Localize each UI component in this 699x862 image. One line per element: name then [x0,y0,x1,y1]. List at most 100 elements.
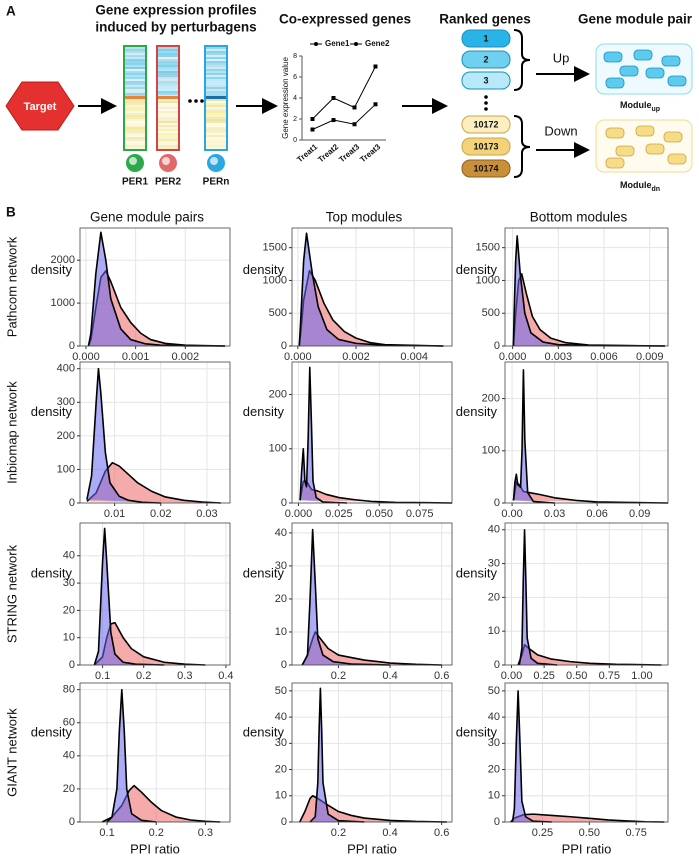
x-tick-label: 0.03 [544,508,565,520]
dot [484,101,488,105]
point [373,102,378,107]
point [352,122,357,127]
point [373,64,378,69]
density-area [93,527,165,666]
heat-stripe [205,63,227,65]
heat-stripe [157,107,179,109]
y-tick-label: 10 [488,625,500,637]
density-area [518,528,558,666]
y-tick-label: 100 [57,463,75,475]
heat-stripe [157,59,179,61]
density-area [87,231,226,347]
density-area [301,528,391,666]
heat-stripe [157,123,179,125]
heat-stripe [157,125,179,127]
density-area [299,794,447,823]
y-tick-label: 300 [57,396,75,408]
rank-label: 10173 [473,141,498,151]
heat-stripe [157,105,179,107]
plot-border [504,361,669,504]
plot-border [291,361,453,504]
series-line [312,103,376,130]
per-icon-shine [129,157,137,165]
heat-stripe [205,83,227,85]
plot-border [504,682,669,823]
y-tick-label: 400 [57,363,75,375]
plot-border [79,522,231,666]
heat-stripe [124,81,146,83]
x-tick-label: 0.00 [501,670,522,682]
density-area [298,232,444,347]
heat-stripe [124,55,146,57]
dot [484,107,488,111]
heat-stripe [157,133,179,135]
heat-stripe [124,139,146,141]
rank-pill [461,159,511,178]
heat-stripe [205,105,227,107]
heat-stripe [205,65,227,67]
heat-stripe [205,69,227,71]
y-axis-label: density [456,262,498,277]
row-label: GIANT network [4,708,19,797]
heat-stripe [157,129,179,131]
x-tick-label: 0.01 [104,508,125,520]
y-tick-label: 1000 [476,274,500,286]
heat-stripe [205,119,227,121]
y-tick-label: 20 [488,591,500,603]
y-tick-label: 20 [275,593,287,605]
heat-frame [156,45,180,151]
panel-label: A [6,4,16,19]
heat-stripe [157,115,179,117]
y-tick-label: 100 [269,443,287,455]
rank-label: 1 [483,33,488,43]
y-tick-label: 10 [275,626,287,638]
heat-stripe [124,145,146,147]
point [310,117,315,121]
heat-stripe [124,123,146,125]
density-area [299,366,347,504]
heat-stripe [205,137,227,139]
y-tick-label: 40 [275,527,287,539]
y-axis-label: density [243,724,285,739]
x-axis-label: PPI ratio [562,841,612,856]
x-tick-label: 0.050 [366,508,394,520]
heat-stripe [157,139,179,141]
heat-stripe [124,65,146,67]
plot-background [292,362,452,503]
direction-label: Down [544,123,577,138]
y-tick-label: 40 [275,711,287,723]
y-tick-label: 0 [281,497,287,509]
density-area [309,687,365,823]
x-tick-label: 0.004 [400,351,428,363]
density-area [106,688,157,823]
heat-band [157,96,179,99]
heat-stripe [124,119,146,121]
heat-stripe [157,117,179,119]
plot-border [79,682,231,823]
x-tick-label: Treat3 [337,142,361,164]
x-tick-label: 0.1 [99,827,114,839]
plot-border [291,522,453,666]
x-tick-label: 0.02 [150,508,171,520]
y-tick-label: 20 [63,604,75,616]
heat-stripe [205,47,227,49]
density-area [86,367,161,504]
heat-stripe [124,91,146,93]
y-tick-label: 20 [275,763,287,775]
heat-stripe [124,49,146,51]
heat-stripe [124,57,146,59]
rank-label: 3 [483,75,488,85]
heat-stripe [205,139,227,141]
legend-label: Gene1 [325,39,350,48]
heat-stripe [124,147,146,149]
brace [513,29,531,91]
heat-stripe [124,105,146,107]
legend-marker [354,42,358,46]
heat-stripe [124,99,146,101]
heat-stripe [124,83,146,85]
heat-stripe [157,71,179,73]
x-axis-label: PPI ratio [347,841,397,856]
heat-stripe [205,91,227,93]
heat-stripe [124,117,146,119]
heat-stripe [124,113,146,115]
